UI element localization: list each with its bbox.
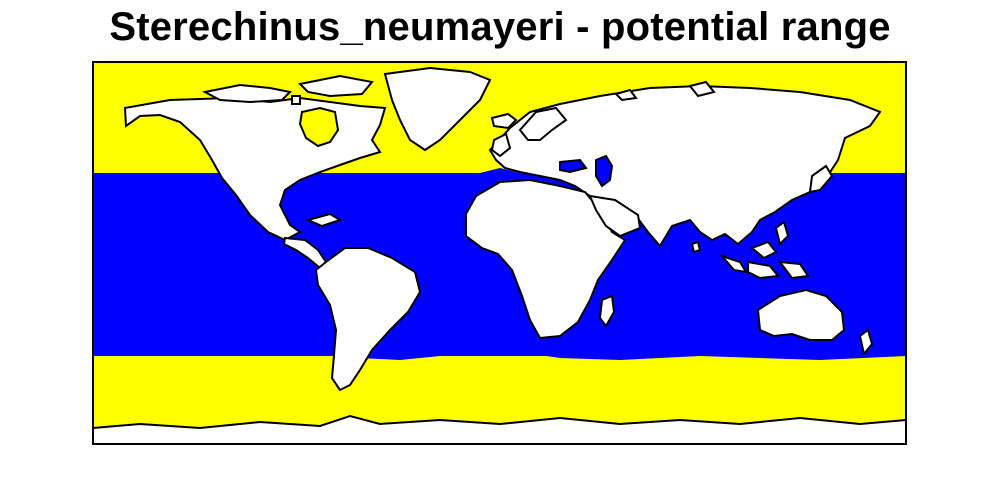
land-south-america	[314, 247, 422, 392]
land-japan	[808, 164, 834, 194]
land-madagascar	[598, 294, 616, 328]
map-title: Sterechinus_neumayeri - potential range	[109, 5, 891, 49]
land-scandinavia	[518, 106, 568, 141]
map-frame	[92, 61, 907, 445]
land-philippines	[774, 220, 790, 246]
land-se-asia-islands	[718, 240, 810, 280]
land-africa	[465, 178, 627, 340]
land-novaya-zemlya	[688, 80, 716, 98]
land-iceland	[490, 112, 518, 130]
land-australia	[756, 288, 846, 341]
land-cuba	[304, 212, 343, 228]
land-eurasia	[488, 84, 882, 248]
blue-band-south-edge	[93, 350, 906, 360]
land-sri-lanka	[690, 240, 702, 254]
land-greenland	[383, 66, 492, 152]
hudson-bay	[298, 106, 340, 148]
land-arctic-islands	[202, 74, 374, 105]
caspian-sea	[595, 154, 614, 188]
land-svalbard	[614, 88, 638, 102]
black-sea	[559, 158, 588, 174]
land-arabia	[588, 194, 642, 238]
land-new-zealand	[858, 328, 874, 357]
land-great-britain	[490, 132, 512, 158]
